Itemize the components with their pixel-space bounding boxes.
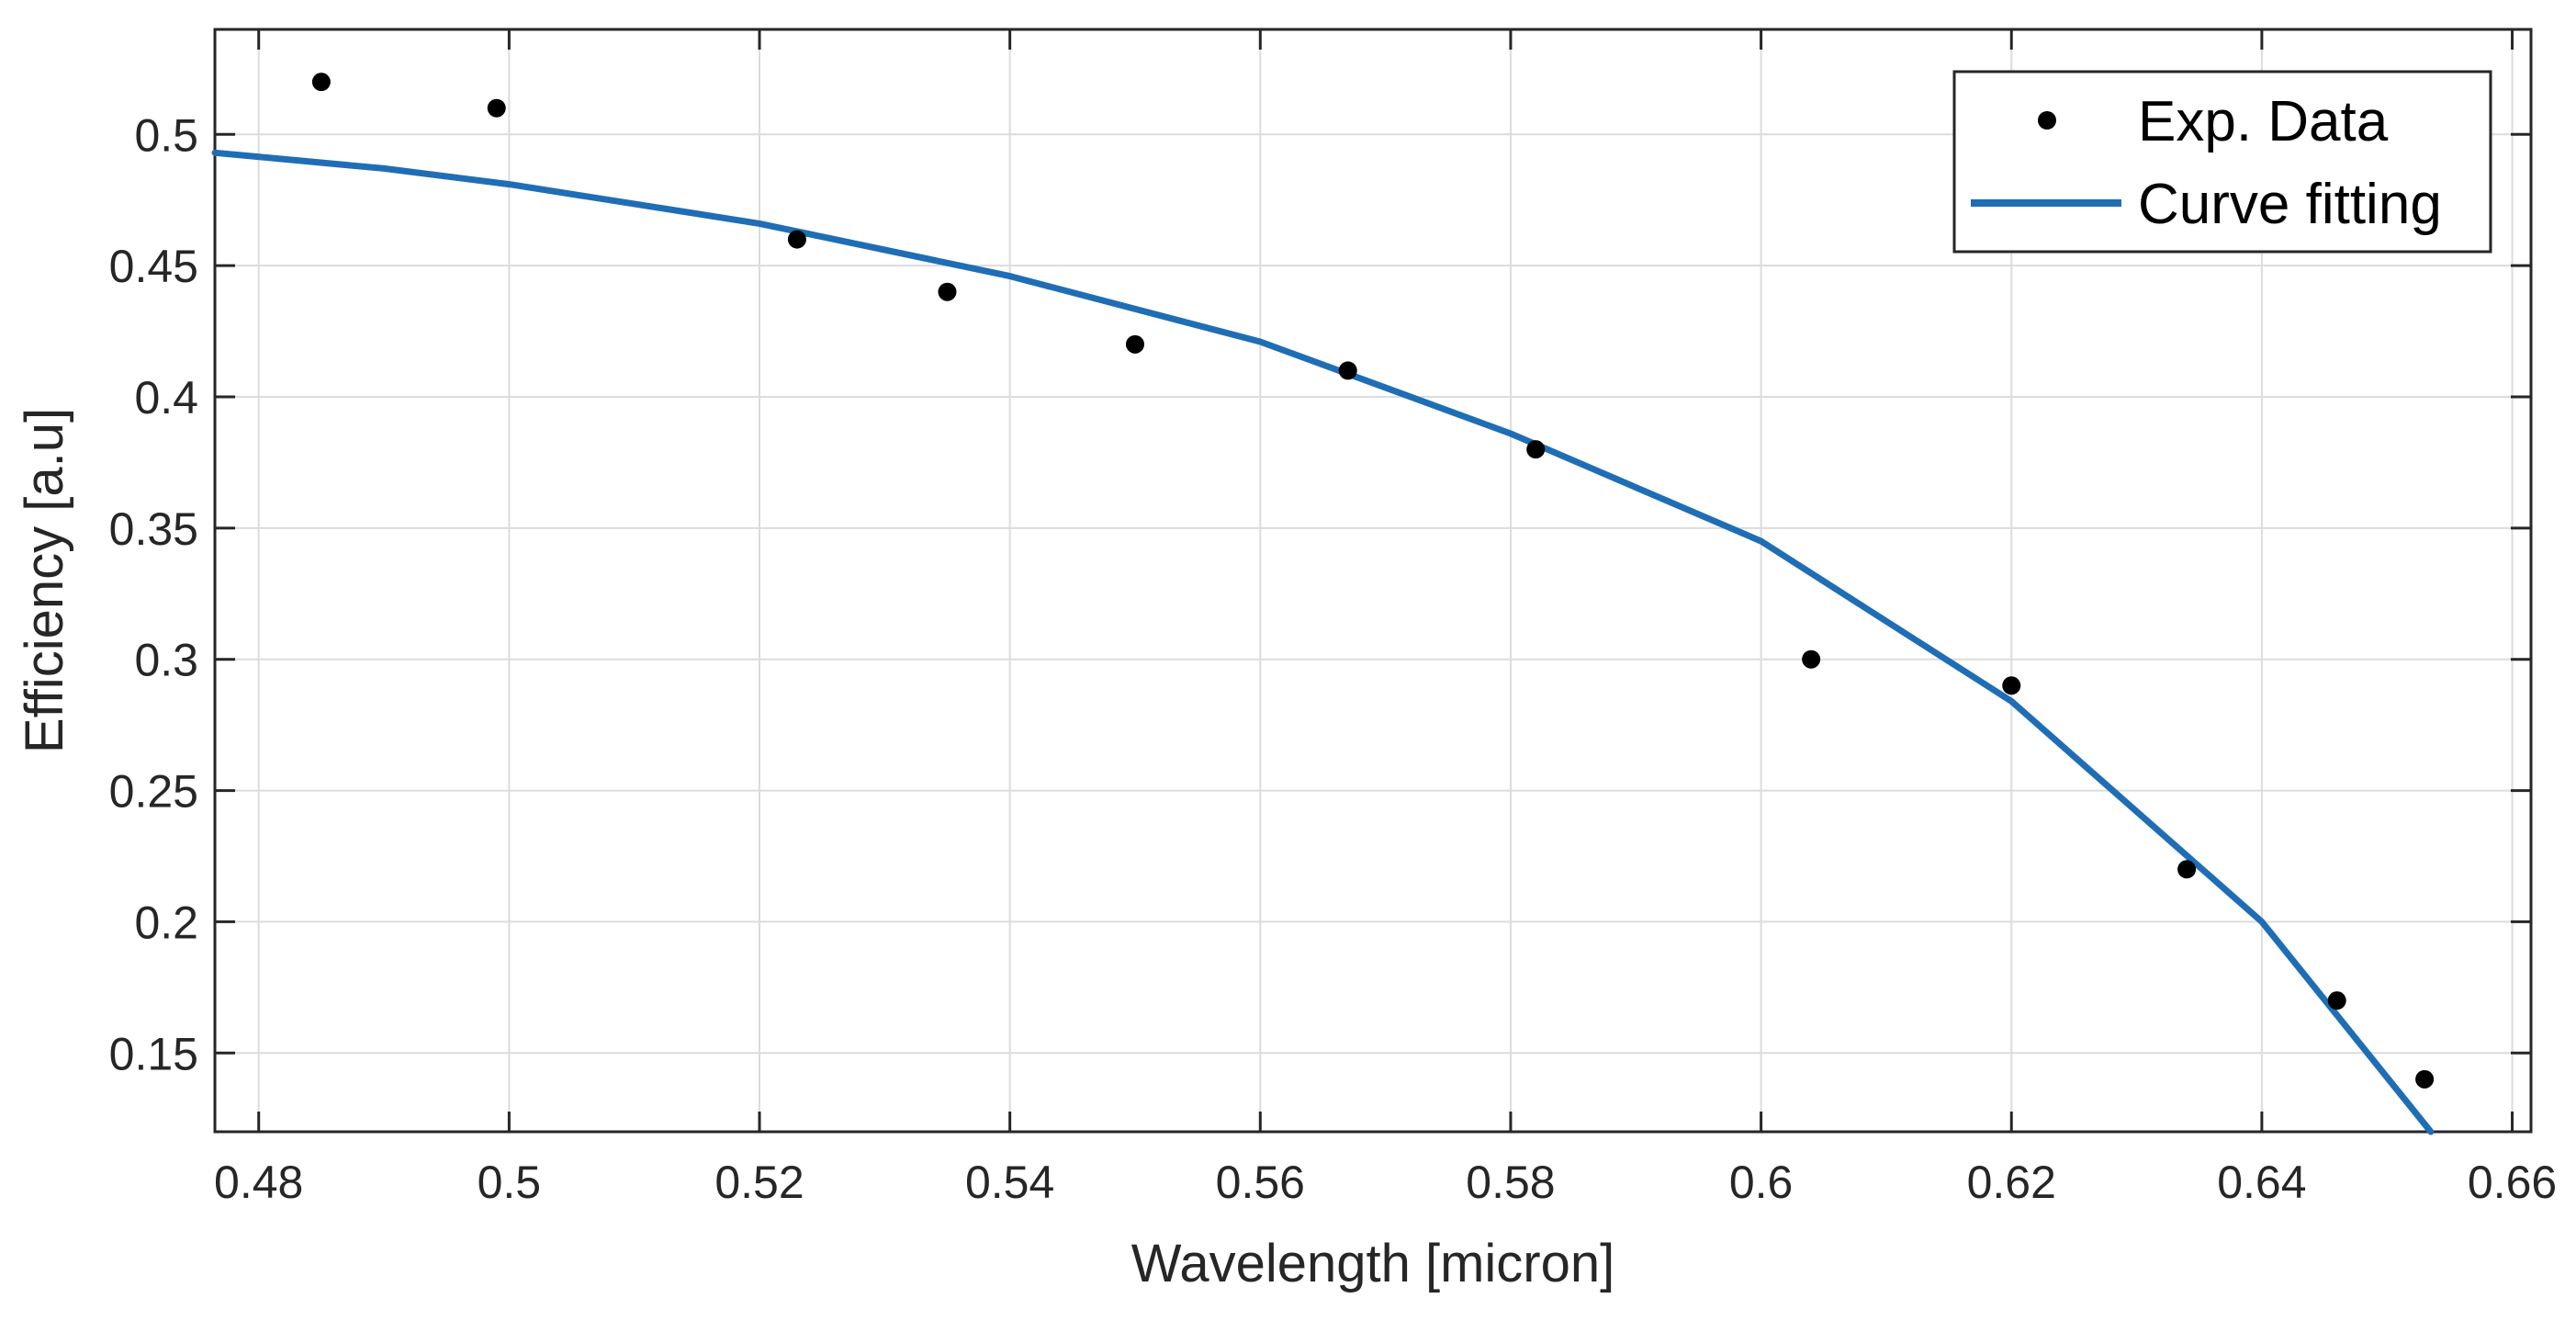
x-tick-label: 0.58 (1466, 1157, 1555, 1208)
y-tick-label: 0.2 (134, 897, 198, 948)
x-tick-label: 0.66 (2468, 1157, 2557, 1208)
x-tick-label: 0.56 (1216, 1157, 1305, 1208)
x-tick-label: 0.5 (478, 1157, 542, 1208)
exp-data-point (487, 98, 506, 118)
y-tick-label: 0.5 (134, 109, 198, 161)
y-tick-label: 0.25 (109, 766, 198, 818)
exp-data-point (2002, 676, 2021, 695)
exp-data-point (2415, 1069, 2435, 1089)
exp-data-point (1338, 361, 1357, 380)
curve-fitting-line (211, 149, 2435, 1135)
curve-layer (211, 149, 2435, 1135)
y-tick-label: 0.15 (109, 1028, 198, 1079)
y-tick-label: 0.35 (109, 503, 198, 555)
exp-data-point (787, 230, 806, 249)
legend-marker-exp-data (2038, 111, 2056, 130)
exp-data-point (1526, 440, 1546, 459)
x-tick-label: 0.6 (1729, 1157, 1794, 1208)
x-tick-label: 0.64 (2217, 1157, 2306, 1208)
legend-label-curve-fitting: Curve fitting (2138, 173, 2442, 236)
tick-labels: 0.48 0.5 0.52 0.54 0.56 0.58 0.6 0.62 0.64 0.66 0.… (109, 109, 2558, 1208)
y-tick-label: 0.3 (134, 635, 198, 686)
x-axis-label: Wavelength [micron] (1131, 1234, 1615, 1293)
x-tick-label: 0.52 (714, 1157, 804, 1208)
y-tick-label: 0.4 (134, 372, 198, 423)
legend: Exp. Data Curve fitting (1952, 70, 2492, 254)
x-tick-label: 0.48 (214, 1157, 303, 1208)
points-layer (311, 73, 2435, 1089)
x-tick-label: 0.62 (1967, 1157, 2056, 1208)
x-tick-label: 0.54 (965, 1157, 1054, 1208)
legend-box (1952, 70, 2492, 254)
exp-data-point (311, 73, 331, 92)
exp-data-point (2177, 860, 2197, 879)
exp-data-point (1125, 334, 1144, 354)
y-axis-label: Efficiency [a.u] (15, 408, 74, 753)
exp-data-point (2327, 991, 2346, 1011)
exp-data-point (1802, 649, 1821, 669)
exp-data-point (938, 282, 957, 301)
legend-label-exp-data: Exp. Data (2138, 90, 2389, 153)
y-tick-label: 0.45 (109, 241, 198, 292)
axes-box (213, 28, 2533, 1134)
axes (213, 28, 2533, 1134)
